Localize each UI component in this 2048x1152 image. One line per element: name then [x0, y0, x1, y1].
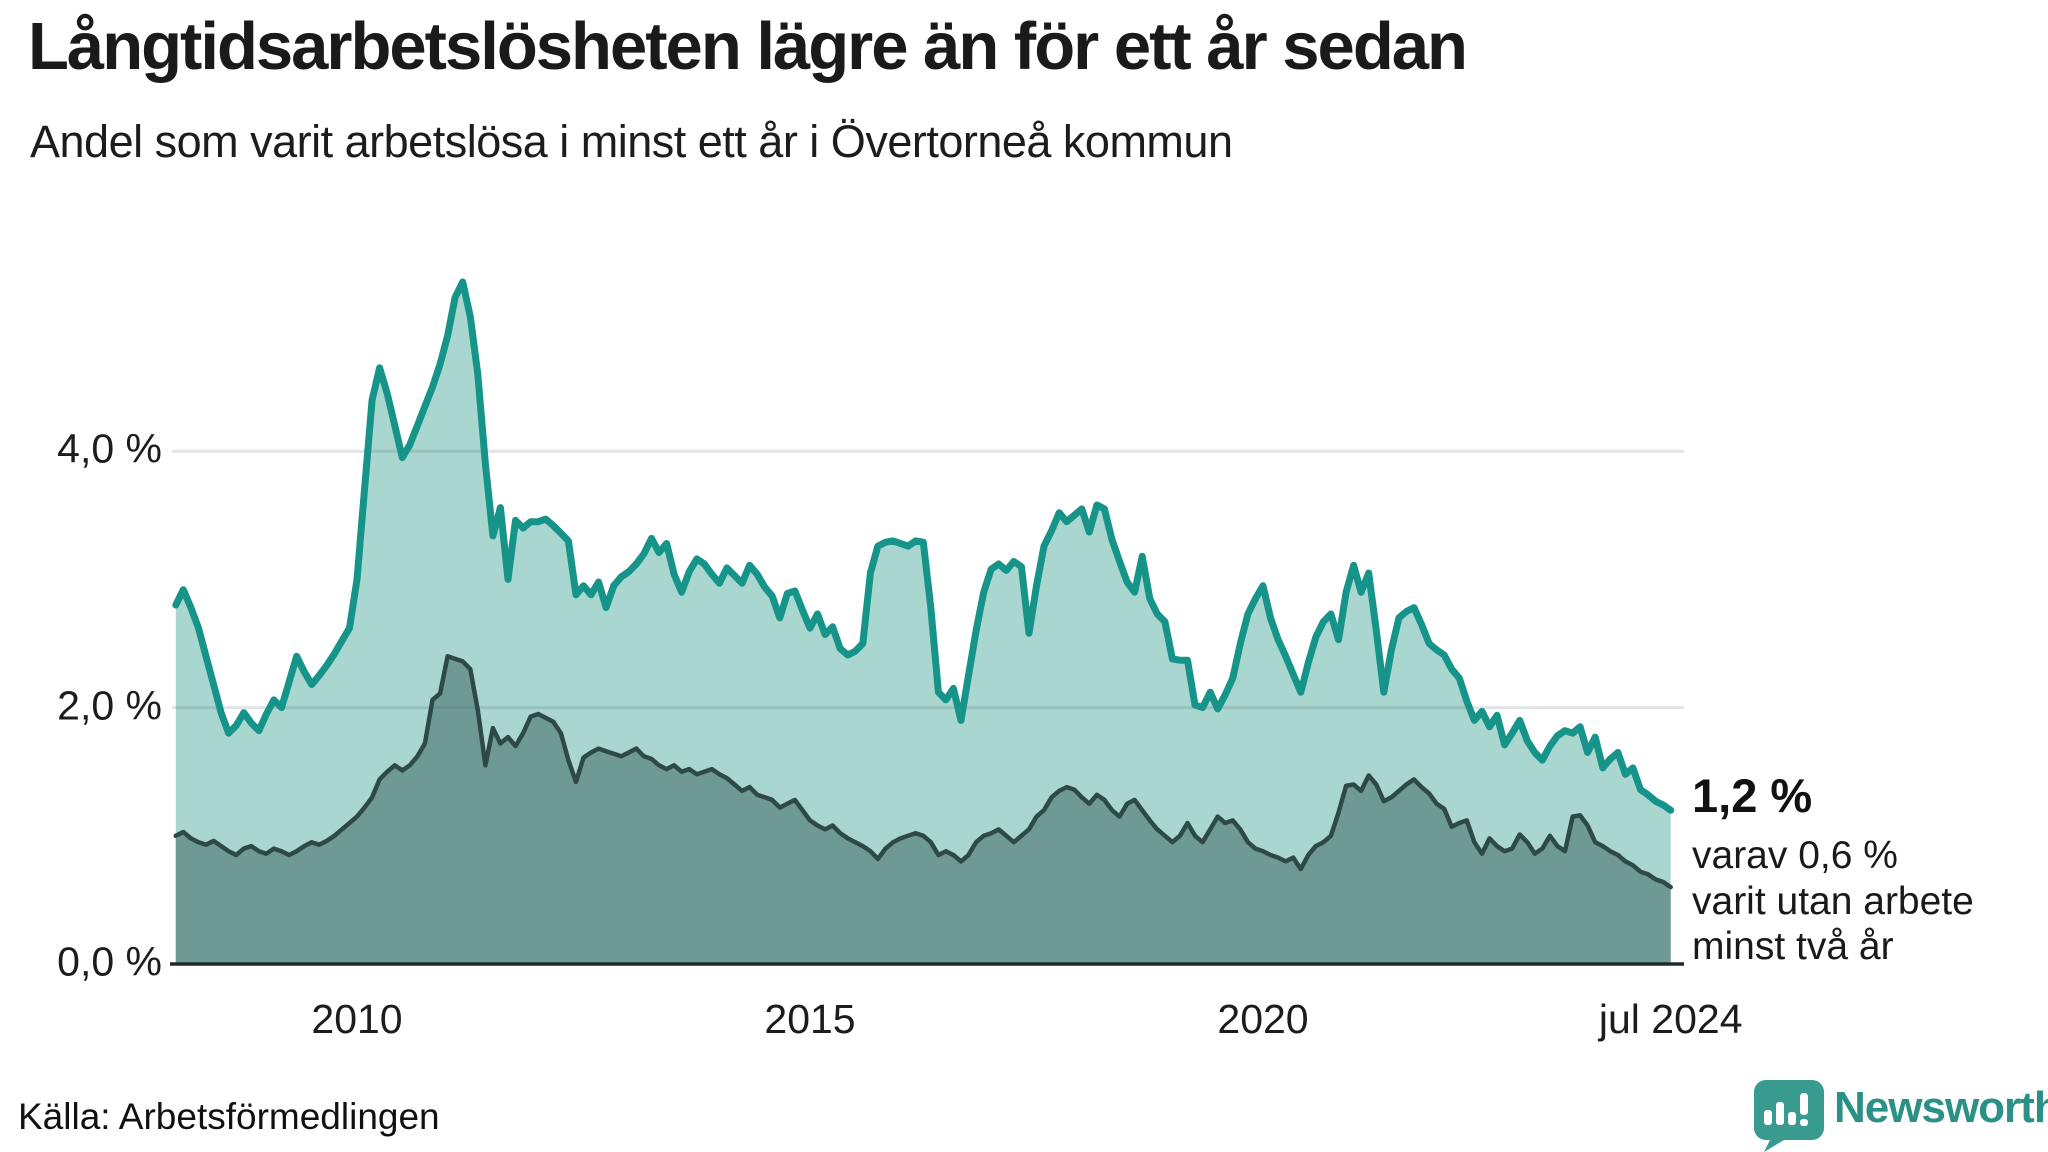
annotation-line: varit utan arbete: [1692, 879, 1974, 923]
area-two-year: [175, 656, 1671, 964]
annotation-text: varav 0,6 % varit utan arbete minst två år: [1692, 833, 1974, 970]
x-tick-label: jul 2024: [1598, 996, 1743, 1042]
y-tick-label: 0,0 %: [57, 938, 162, 985]
page-subtitle: Andel som varit arbetslösa i minst ett å…: [30, 116, 1233, 167]
end-value-annotation: 1,2 % varav 0,6 % varit utan arbete minst …: [1692, 772, 1974, 970]
source-note: Källa: Arbetsförmedlingen: [18, 1096, 440, 1137]
y-tick-label: 4,0 %: [57, 425, 162, 472]
x-tick-label: 2015: [764, 996, 856, 1042]
annotation-value: 1,2 %: [1692, 769, 1813, 822]
line-two-year: [173, 654, 1673, 890]
newsworthy-logo-icon: [1754, 1080, 1824, 1152]
logo-text: Newsworthy: [1834, 1083, 2048, 1132]
x-tick-label: 2020: [1217, 996, 1309, 1042]
annotation-line: minst två år: [1692, 925, 1894, 969]
y-tick-label: 2,0 %: [57, 682, 162, 729]
x-tick-label: 2010: [311, 996, 403, 1042]
line-one-year: [172, 278, 1675, 814]
page-title: Långtidsarbetslösheten lägre än för ett …: [28, 9, 1468, 84]
annotation-line: varav 0,6 %: [1692, 834, 1898, 877]
